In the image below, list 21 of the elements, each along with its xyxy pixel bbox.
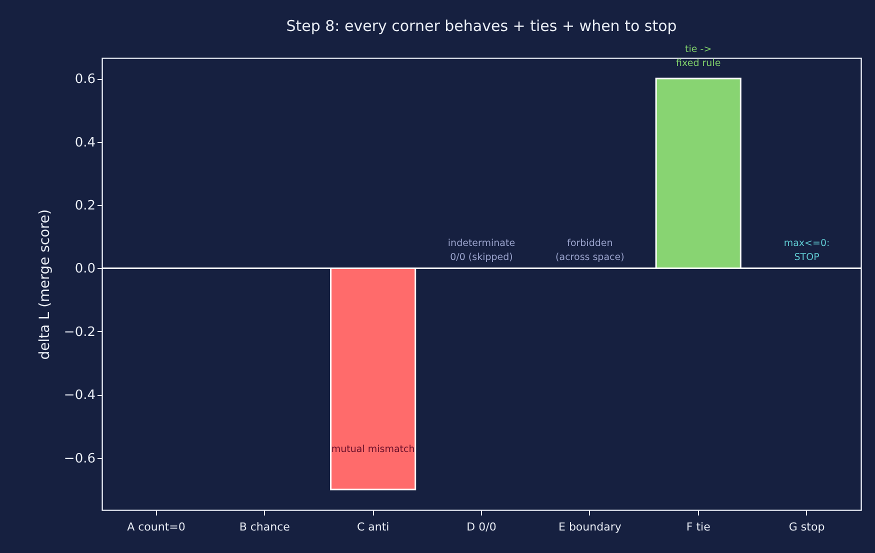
y-tick-label: −0.6 [64, 451, 96, 466]
annotation: max<=0: STOP [784, 238, 830, 263]
y-tick-label: 0.6 [74, 72, 96, 88]
x-tick-label: C anti [356, 520, 390, 534]
x-tick-label: F tie [686, 520, 711, 534]
x-tick-label: A count=0 [127, 520, 186, 534]
annotation: indeterminate 0/0 (skipped) [448, 238, 516, 263]
x-tick-label: E boundary [558, 520, 622, 534]
y-tick-label: −0.4 [64, 388, 96, 404]
y-tick-label: 0.0 [74, 262, 96, 277]
y-tick-label: 0.4 [74, 135, 96, 150]
x-tick-label: G stop [788, 520, 825, 534]
chart-title: Step 8: every corner behaves + ties + when to stop [286, 17, 677, 35]
y-tick-label: −0.2 [64, 324, 96, 340]
annotation: forbidden (across space) [556, 238, 624, 263]
y-axis-title: delta L (merge score) [36, 209, 53, 360]
annotation: mutual mismatch [331, 444, 415, 455]
x-tick-label: D 0/0 [466, 520, 496, 534]
annotation: tie -> fixed rule [676, 44, 721, 69]
x-tick-label: B chance [239, 520, 290, 534]
y-tick-label: 0.2 [74, 198, 96, 214]
